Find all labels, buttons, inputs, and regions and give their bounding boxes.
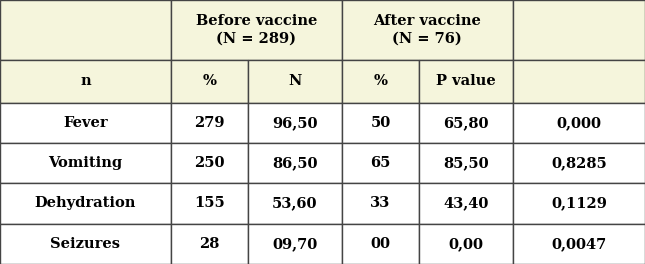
Bar <box>513 0 645 60</box>
Bar <box>513 103 645 143</box>
Bar <box>342 103 419 143</box>
Text: 85,50: 85,50 <box>443 156 489 170</box>
Text: Seizures: Seizures <box>50 237 121 251</box>
Text: 250: 250 <box>194 156 224 170</box>
Text: 09,70: 09,70 <box>272 237 317 251</box>
Bar <box>419 60 513 103</box>
Text: 0,0047: 0,0047 <box>551 237 606 251</box>
Text: Vomiting: Vomiting <box>48 156 123 170</box>
Text: 0,8285: 0,8285 <box>551 156 607 170</box>
Text: 96,50: 96,50 <box>272 116 318 130</box>
Text: n: n <box>80 74 91 88</box>
Bar <box>0 0 171 60</box>
Text: %: % <box>373 74 388 88</box>
Bar <box>342 60 419 103</box>
Bar <box>342 183 419 224</box>
Text: 43,40: 43,40 <box>443 196 488 210</box>
Bar <box>248 103 342 143</box>
Text: 0,000: 0,000 <box>557 116 601 130</box>
Bar <box>171 0 342 60</box>
Text: 86,50: 86,50 <box>272 156 318 170</box>
Text: 53,60: 53,60 <box>272 196 318 210</box>
Bar <box>513 183 645 224</box>
Text: 00: 00 <box>370 237 390 251</box>
Bar <box>171 183 248 224</box>
Text: 0,00: 0,00 <box>448 237 483 251</box>
Bar <box>171 103 248 143</box>
Text: 50: 50 <box>370 116 390 130</box>
Text: 33: 33 <box>370 196 390 210</box>
Bar <box>419 103 513 143</box>
Text: 28: 28 <box>199 237 220 251</box>
Bar <box>513 60 645 103</box>
Text: P value: P value <box>436 74 496 88</box>
Bar <box>0 224 171 264</box>
Text: 65,80: 65,80 <box>443 116 488 130</box>
Bar <box>419 143 513 183</box>
Bar <box>513 224 645 264</box>
Bar <box>0 103 171 143</box>
Bar <box>248 183 342 224</box>
Text: 279: 279 <box>194 116 224 130</box>
Text: Before vaccine
(N = 289): Before vaccine (N = 289) <box>195 14 317 46</box>
Text: After vaccine
(N = 76): After vaccine (N = 76) <box>373 14 481 46</box>
Bar <box>248 224 342 264</box>
Bar <box>0 183 171 224</box>
Text: 65: 65 <box>370 156 391 170</box>
Text: 0,1129: 0,1129 <box>551 196 607 210</box>
Bar <box>248 60 342 103</box>
Text: Fever: Fever <box>63 116 108 130</box>
Text: %: % <box>203 74 217 88</box>
Bar <box>0 143 171 183</box>
Bar <box>171 143 248 183</box>
Bar <box>419 183 513 224</box>
Bar <box>171 60 248 103</box>
Bar <box>342 143 419 183</box>
Bar <box>513 143 645 183</box>
Bar <box>342 224 419 264</box>
Text: 155: 155 <box>194 196 225 210</box>
Text: N: N <box>288 74 302 88</box>
Bar <box>248 143 342 183</box>
Bar <box>171 224 248 264</box>
Bar <box>419 224 513 264</box>
Bar <box>342 0 513 60</box>
Bar <box>0 60 171 103</box>
Text: Dehydration: Dehydration <box>35 196 136 210</box>
